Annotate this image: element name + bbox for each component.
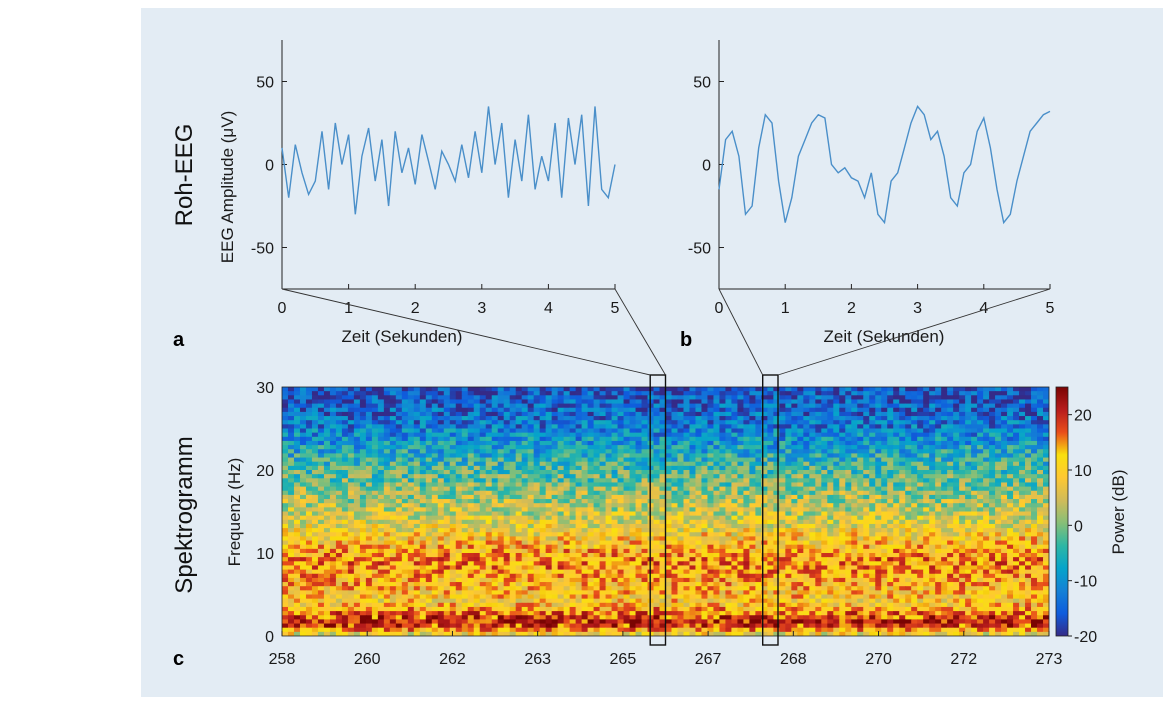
colorbar-label-power: Power (dB) [1109,469,1128,554]
spectrogram: Frequenz (Hz) 258 260 262 263 265 267 268 270 27… [225,288,1062,668]
ticks-b: 0 1 2 3 4 5 50 0 -50 [688,75,1055,318]
x-tick-label: 2 [411,300,420,317]
colorbar-tick-label: -20 [1074,629,1097,646]
x-tick-label: 267 [695,651,722,668]
x-tick-label: 4 [979,300,988,317]
panel-label-a: a [173,329,185,351]
x-tick-label: 5 [611,300,620,317]
x-tick-label: 268 [780,651,807,668]
x-tick-label: 3 [477,300,486,317]
x-tick-label: 272 [950,651,977,668]
x-tick-label: 2 [847,300,856,317]
zoom-connector [718,288,764,376]
colorbar-ticks: 20 10 0 -10 -20 [1068,408,1097,646]
row-label-raw-eeg: Roh-EEG [171,124,198,227]
x-tick-label: 262 [439,651,466,668]
x-tick-label: 263 [524,651,551,668]
eeg-trace-b [718,105,1051,225]
row-label-spectrogram: Spektrogramm [171,436,198,593]
y-axis-label-frequency: Frequenz (Hz) [225,458,244,567]
zoom-connector [614,288,666,376]
x-tick-label: 1 [344,300,353,317]
panel-label-c: c [173,648,184,670]
y-tick-label: 0 [702,158,711,175]
y-tick-label: 10 [256,546,274,563]
colorbar-tick-label: -10 [1074,574,1097,591]
ticks-a: 0 1 2 3 4 5 50 0 -50 [251,75,620,318]
x-tick-label: 273 [1036,651,1063,668]
zoom-window [762,374,779,646]
zoom-connector [281,288,651,376]
x-tick-label: 1 [781,300,790,317]
colorbar-tick-label: 0 [1074,518,1083,535]
y-axis-label-amplitude: EEG Amplitude (μV) [218,111,237,263]
x-axis-label-a: Zeit (Sekunden) [342,327,463,346]
zoom-windows [281,288,1051,646]
y-tick-label: 0 [265,629,274,646]
eeg-plot-b: Zeit (Sekunden) 0 1 2 3 4 5 50 0 -50 [688,40,1055,346]
x-tick-label: 5 [1046,300,1055,317]
spectrogram-cells [282,387,1049,636]
y-tick-label: -50 [688,241,711,258]
x-tick-label: 270 [865,651,892,668]
ticks-c: 258 260 262 263 265 267 268 270 272 273 30 20 10 0 [256,380,1062,668]
x-tick-label: 3 [913,300,922,317]
y-tick-label: 0 [265,158,274,175]
x-axis-label-b: Zeit (Sekunden) [824,327,945,346]
x-tick-label: 0 [715,300,724,317]
y-tick-label: 30 [256,380,274,397]
x-tick-label: 265 [610,651,637,668]
y-tick-label: 50 [256,75,274,92]
colorbar-tick-label: 20 [1074,408,1092,425]
colorbar-tick-label: 10 [1074,463,1092,480]
x-tick-label: 0 [278,300,287,317]
colorbar: 20 10 0 -10 -20 Power (dB) [1055,386,1128,646]
x-tick-label: 258 [269,651,296,668]
panel-label-b: b [680,329,692,351]
x-tick-label: 260 [354,651,381,668]
eeg-plot-a: EEG Amplitude (μV) Zeit (Sekunden) 0 1 2 3 4… [218,40,620,346]
zoom-connector [777,288,1051,376]
zoom-window [649,374,667,646]
y-tick-label: -50 [251,241,274,258]
y-tick-label: 50 [693,75,711,92]
y-tick-label: 20 [256,463,274,480]
eeg-trace-a [281,106,616,215]
x-tick-label: 4 [544,300,553,317]
